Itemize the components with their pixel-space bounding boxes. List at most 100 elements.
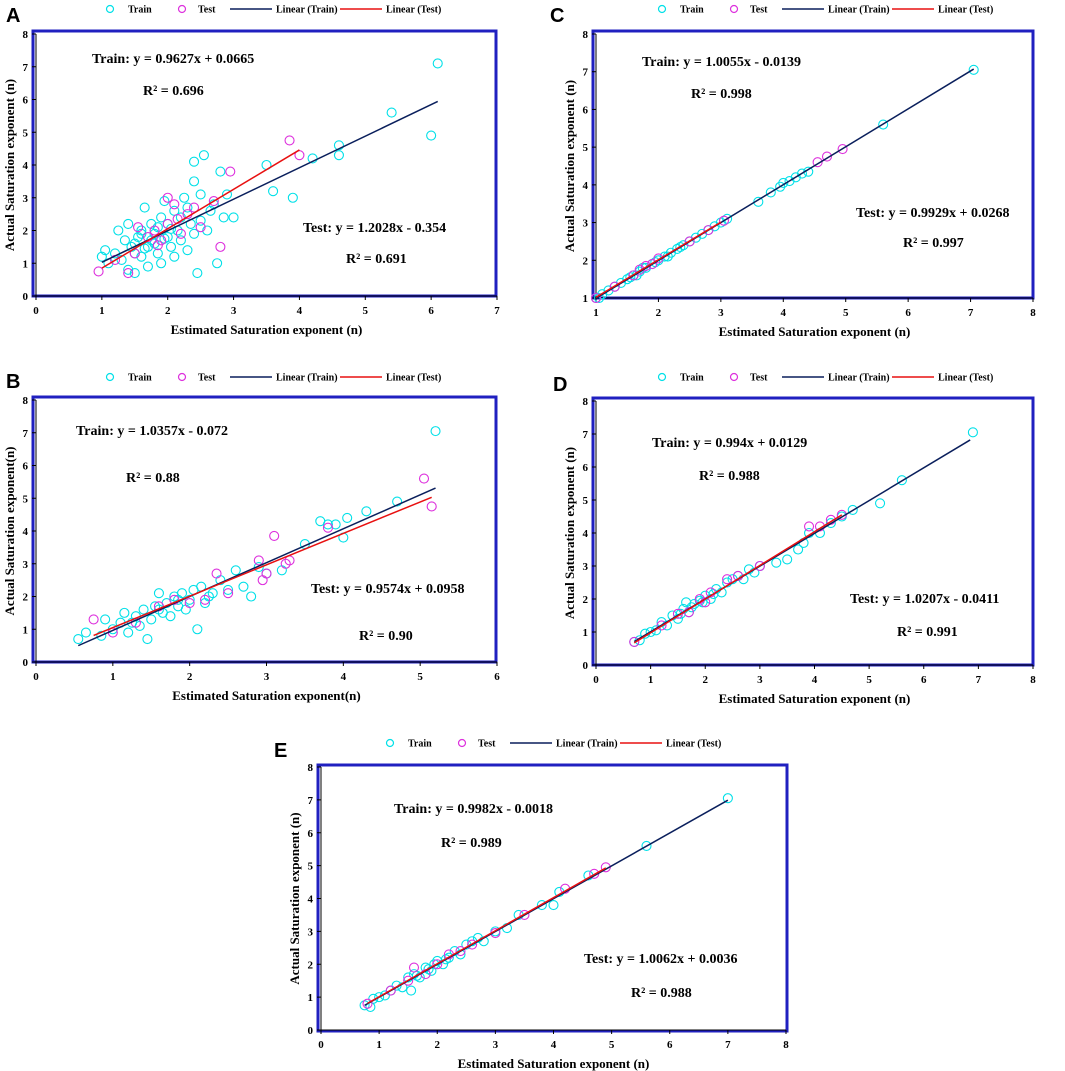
train-point (165, 241, 177, 252)
test-point (821, 151, 833, 162)
train-point (342, 512, 353, 523)
test-point (418, 473, 430, 484)
y-tick-label: 0 (23, 291, 29, 303)
y-tick-label: 7 (23, 62, 29, 74)
test-r2: R² = 0.997 (903, 236, 964, 251)
linear-test-line (101, 149, 300, 269)
y-tick-label: 6 (23, 95, 29, 107)
y-tick-label: 0 (308, 1025, 314, 1037)
legend-linear-train-label: Linear (Train) (828, 373, 890, 384)
train-point (675, 608, 686, 619)
train-point (133, 232, 144, 243)
test-r2: R² = 0.90 (359, 629, 413, 644)
legend-test-label: Test (478, 739, 496, 750)
x-tick-label: 5 (417, 671, 423, 683)
train-r2: R² = 0.696 (143, 84, 204, 99)
train-point (152, 222, 163, 233)
train-point (80, 627, 91, 638)
y-tick-label: 6 (23, 461, 29, 473)
train-point (136, 228, 147, 239)
test-point (149, 225, 160, 236)
legend-linear-train-label: Linear (Train) (828, 5, 890, 16)
train-point (361, 506, 372, 517)
y-tick-label: 6 (583, 462, 589, 474)
test-point (590, 292, 602, 304)
train-point (100, 245, 111, 256)
x-tick-label: 3 (493, 1039, 499, 1051)
test-point (152, 240, 163, 251)
train-point (333, 150, 344, 161)
train-point (195, 215, 206, 226)
train-point (192, 624, 203, 635)
train-point (594, 292, 605, 304)
train-point (796, 168, 808, 179)
x-tick-label: 2 (703, 674, 709, 686)
train-point (146, 614, 157, 625)
y-tick-label: 3 (583, 561, 589, 573)
legend-linear-test-label: Linear (Test) (666, 739, 721, 750)
train-point (430, 426, 441, 437)
legend-train-label: Train (128, 373, 152, 384)
test-point (812, 157, 823, 168)
panel-letter-c: C (550, 5, 564, 27)
test-point (225, 166, 236, 177)
y-axis-label: Actual Saturation exponent (n) (562, 447, 577, 619)
test-point (609, 281, 620, 292)
train-point (146, 218, 157, 229)
linear-test-line (367, 867, 607, 1005)
y-tick-label: 7 (308, 795, 314, 807)
test-point (322, 522, 334, 533)
legend-test-marker (177, 4, 187, 14)
train-point (202, 225, 213, 236)
x-tick-label: 3 (231, 305, 237, 317)
test-point (426, 501, 437, 512)
y-tick-label: 2 (583, 594, 589, 606)
x-tick-label: 1 (593, 307, 599, 319)
train-point (722, 793, 733, 804)
panel-d: D Train Test Linear (Train) Linear (Test) 0 1 2… (553, 373, 1036, 707)
x-tick-label: 4 (812, 674, 818, 686)
y-tick-label: 3 (583, 218, 589, 230)
test-point (722, 574, 733, 585)
train-point (189, 176, 200, 187)
train-point (686, 602, 697, 613)
legend-train-marker (657, 372, 667, 382)
train-point (123, 218, 134, 229)
panel-c: C Train Test Linear (Train) Linear (Test) 1 2 3… (550, 5, 1036, 340)
train-point (896, 475, 907, 486)
test-point (837, 143, 848, 155)
panel-letter-e: E (274, 740, 287, 762)
train-point (287, 192, 298, 203)
x-tick-label: 1 (99, 305, 105, 317)
train-point (159, 195, 170, 207)
y-axis-label: Actual Saturation exponent (n) (287, 812, 302, 984)
train-point (153, 588, 164, 599)
train-point (142, 634, 153, 645)
test-point (133, 222, 144, 233)
train-point (96, 630, 107, 641)
legend-train-marker (657, 4, 667, 14)
train-point (119, 607, 130, 618)
train-point (386, 107, 397, 118)
x-tick-label: 4 (297, 305, 303, 317)
y-tick-label: 3 (23, 559, 29, 571)
x-tick-label: 8 (783, 1039, 789, 1051)
train-point (359, 1000, 370, 1011)
test-r2: R² = 0.991 (897, 625, 958, 640)
y-tick-label: 3 (23, 193, 29, 205)
x-axis-label: Estimated Saturation exponent (n) (719, 324, 911, 339)
test-equation: Test: y = 1.0207x - 0.0411 (850, 592, 999, 607)
y-tick-label: 8 (583, 29, 589, 41)
test-point (88, 614, 99, 625)
linear-test-line (93, 496, 432, 637)
test-point (647, 259, 658, 270)
legend-linear-train-label: Linear (Train) (276, 373, 338, 384)
test-point (408, 962, 420, 973)
x-tick-label: 5 (866, 674, 872, 686)
test-point (284, 135, 295, 146)
train-point (205, 205, 216, 216)
legend-linear-test-label: Linear (Test) (386, 373, 441, 384)
train-equation: Train: y = 1.0357x - 0.072 (76, 424, 228, 439)
train-point (645, 626, 656, 638)
